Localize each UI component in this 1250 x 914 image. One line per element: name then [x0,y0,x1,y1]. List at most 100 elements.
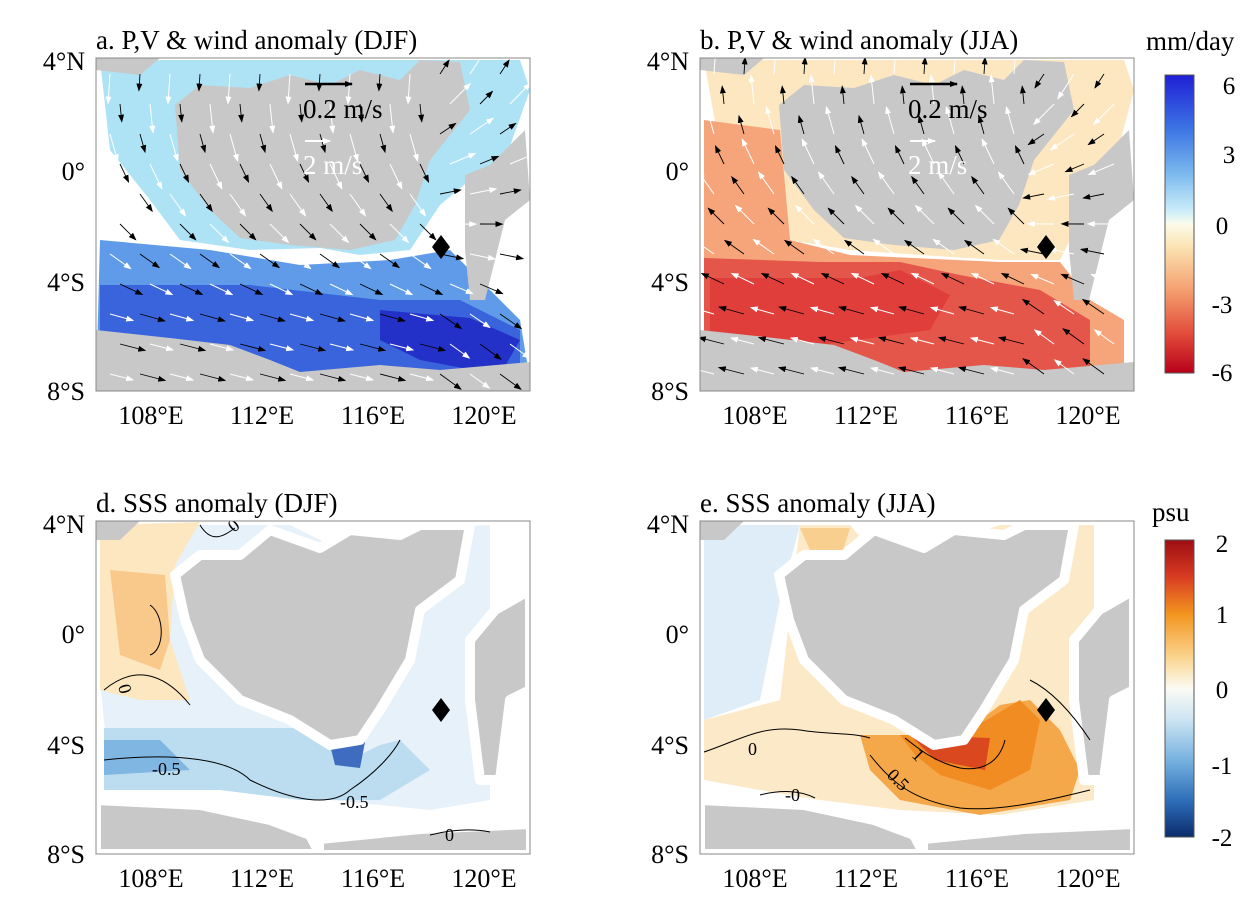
wind-vector [1093,329,1115,345]
wind-vector [389,163,403,190]
lon-tick: 112°E [230,864,294,893]
current-vector [299,223,317,241]
current-vector [861,58,868,75]
wind-vector [825,105,835,135]
current-vector [139,193,153,213]
current-vector [837,366,865,375]
wind-vector [209,343,235,352]
wind-vector [953,58,956,75]
current-vector [947,207,965,225]
current-vector [838,306,865,315]
wind-vector [405,73,412,105]
wind-vector [741,138,755,165]
lat-tick: 4°N [43,47,85,76]
current-vector [719,85,726,105]
current-vector [439,122,457,135]
current-vector [1027,133,1045,146]
wind-vector [729,336,755,345]
lat-tick: 0° [62,620,85,649]
current-vector [1062,328,1085,345]
current-vector [899,85,906,105]
lat-tick: 4°S [651,731,689,760]
panel-b: b. P,V & wind anomaly (JJA) 0.2 m/s 2 m/… [647,25,1135,430]
wind-vector [1032,103,1055,126]
current-vector [419,223,437,241]
wind-vector [469,187,498,195]
wind-vector [469,58,482,75]
current-vector [139,253,161,269]
plot-frame-a [95,57,531,392]
lon-tick: 108°E [118,401,183,430]
wind-vector [269,283,294,296]
wind-vector [169,313,195,322]
wind-vector [109,373,135,382]
current-vector [834,144,845,165]
current-vector [499,313,523,330]
current-vector [760,272,785,285]
wind-vector [269,343,295,352]
wind-vector [997,171,1015,195]
colorbar-gradient [1164,74,1195,374]
lat-tick: 8°S [47,377,85,406]
wind-vector [850,272,875,285]
contour-label: -0 [785,785,800,805]
lat-tick: 0° [666,157,689,186]
wind-vector [229,313,255,322]
lat-tick: 4°S [47,268,85,297]
panel-title-d: d. SSS anomaly (DJF) [96,488,338,518]
current-vector [1007,207,1025,225]
current-vector [917,114,925,135]
wind-vector [932,238,955,255]
wind-vector [109,133,119,163]
current-vector [718,306,745,315]
current-vector [419,343,447,352]
wind-vector [833,58,836,75]
lat-tick: 0° [62,157,85,186]
colorbar-tick: -6 [1212,360,1233,387]
lon-tick: 120°E [451,864,516,893]
current-vector [1019,247,1045,255]
reference-label-wind: 2 m/s [908,150,967,180]
plot-frame-d [95,520,531,855]
contour-label: -0.5 [152,759,181,779]
wind-vector [974,204,995,225]
colorbar-sss: psu 2 1 0 -1 -2 [1152,497,1232,852]
current-vector [731,175,745,195]
current-vector [499,253,525,261]
wind-vector [209,103,216,134]
wind-vector [289,253,312,270]
current-vector [954,144,965,165]
colorbar-tick: 0 [1216,213,1229,240]
current-vector [777,366,805,375]
lon-tick: 108°E [722,864,787,893]
wind-vector [389,283,414,296]
panel-a: a. P,V & wind anomaly (DJF) 0.2 m/s 2 m/… [43,25,531,430]
wind-vector [1005,105,1015,135]
wind-vector [992,238,1015,255]
wind-vector [877,171,895,195]
current-vector [1021,298,1045,315]
current-vector [479,90,494,105]
wind-vector [801,138,815,165]
station-marker-a [432,235,450,259]
wind-vector [752,238,775,255]
wind-vector [854,204,875,225]
wind-vector [700,309,715,315]
land-borneo [774,521,1079,750]
current-vector [359,163,370,184]
wind-vector [1053,299,1075,315]
wind-vector [921,138,935,165]
wind-vector [869,306,895,315]
station-marker-d [432,698,450,722]
current-vector [139,373,167,382]
wind-vector [269,103,276,134]
wind-vector [812,238,835,255]
wind-vector [1033,329,1055,345]
wind-vector [929,306,955,315]
wind-vector [329,103,336,134]
land-sulawesi [1069,130,1134,300]
current-vector [880,272,905,285]
wind-vector [730,272,755,285]
current-vector [499,188,522,195]
wind-vector [349,373,375,382]
